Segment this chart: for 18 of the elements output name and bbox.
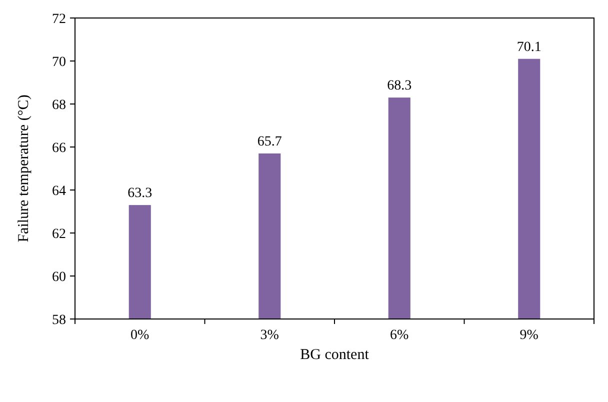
x-tick-label: 0%: [130, 328, 150, 343]
y-tick-label: 66: [52, 140, 66, 156]
data-label: 63.3: [128, 186, 152, 202]
x-axis-title: BG content: [300, 347, 370, 363]
data-label: 70.1: [516, 40, 542, 55]
x-tick-label: 3%: [260, 328, 280, 343]
y-tick-label: 60: [52, 270, 66, 285]
x-tick-label: 9%: [520, 328, 539, 343]
y-axis-title: Failure temperature (°C): [16, 94, 32, 242]
y-tick-label: 58: [52, 312, 66, 328]
x-tick-label: 6%: [390, 328, 410, 343]
y-tick-label: 68: [52, 98, 66, 113]
data-label: 65.7: [257, 134, 282, 150]
y-tick-label: 62: [52, 226, 66, 242]
y-tick-label: 70: [52, 54, 66, 70]
y-tick-label: 72: [52, 12, 66, 27]
data-label: 68.3: [387, 78, 412, 94]
y-tick-label: 64: [52, 184, 66, 199]
